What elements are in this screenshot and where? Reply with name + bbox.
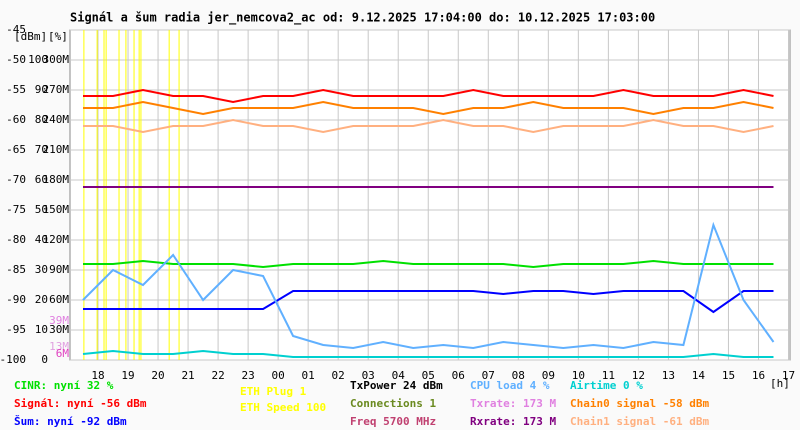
- x-tick-label: 22: [211, 369, 224, 382]
- x-tick-label: 00: [272, 369, 285, 382]
- y2-tick-label: 50: [35, 203, 48, 216]
- y-unit: [dBm]: [14, 30, 47, 43]
- y-tick-label: -50: [6, 53, 26, 66]
- y2-tick-label: 60: [35, 173, 48, 186]
- legend-entry: Šum: nyní -92 dBm: [14, 415, 127, 428]
- x-tick-label: 20: [151, 369, 164, 382]
- x-unit: [h]: [770, 377, 790, 390]
- x-tick-label: 03: [362, 369, 375, 382]
- legend-entry: Chain0 signal -58 dBm: [570, 397, 709, 410]
- y-tick-label: -60: [6, 113, 26, 126]
- y3-tick-label: 30M: [49, 323, 69, 336]
- x-tick-label: 17: [782, 369, 795, 382]
- x-tick-label: 08: [512, 369, 525, 382]
- x-tick-label: 23: [241, 369, 254, 382]
- x-tick-label: 11: [602, 369, 615, 382]
- series-line: [83, 118, 774, 134]
- y2-tick-label: 90: [35, 83, 48, 96]
- x-tick-label: 04: [392, 369, 406, 382]
- y-tick-label: -75: [6, 203, 26, 216]
- x-tick-label: 18: [91, 369, 104, 382]
- x-tick-label: 12: [632, 369, 645, 382]
- y-tick-label: -85: [6, 263, 26, 276]
- x-tick-label: 06: [452, 369, 465, 382]
- legend-entry: Txrate: 173 M: [470, 397, 556, 410]
- legend-entry: CINR: nyní 32 %: [14, 379, 114, 392]
- y3-tick-label: 300M: [43, 53, 70, 66]
- legend-entry: Connections 1: [350, 397, 436, 410]
- plot-area: [69, 29, 791, 361]
- y3-tick-label: 180M: [43, 173, 70, 186]
- y2-tick-label: 80: [35, 113, 48, 126]
- x-tick-label: 13: [662, 369, 675, 382]
- y3-tick-label: 60M: [49, 293, 69, 306]
- legend-entry: CPU load 4 %: [470, 379, 550, 392]
- legend-entry: Chain1 signal -61 dBm: [570, 415, 709, 428]
- series-line: [83, 290, 774, 314]
- legend-entry: Signál: nyní -56 dBm: [14, 397, 147, 410]
- y2-tick-label: 40: [35, 233, 48, 246]
- legend-entry: Airtime 0 %: [570, 379, 643, 392]
- x-tick-label: 19: [121, 369, 134, 382]
- legend-entry: ETH Speed 100: [240, 401, 326, 414]
- x-tick-label: 07: [482, 369, 495, 382]
- y3-tick-label: 210M: [43, 143, 70, 156]
- y-tick-label: -55: [6, 83, 26, 96]
- y2-tick-label: 0: [41, 353, 48, 366]
- x-tick-label: 15: [722, 369, 735, 382]
- chart-title: Signál a šum radia jer_nemcova2_ac od: 9…: [70, 11, 655, 26]
- y3-annotation: 6M: [56, 347, 70, 360]
- y-tick-label: -95: [6, 323, 26, 336]
- y-tick-label: -70: [6, 173, 26, 186]
- legend-entry: ETH Plug 1: [240, 385, 307, 398]
- series-line: [83, 100, 774, 116]
- y-tick-label: -100: [0, 353, 26, 366]
- y2-tick-label: 10: [35, 323, 48, 336]
- y-tick-label: -65: [6, 143, 26, 156]
- y-tick-label: -80: [6, 233, 26, 246]
- x-tick-label: 16: [752, 369, 765, 382]
- legend-entry: Freq 5700 MHz: [350, 415, 436, 428]
- y3-tick-label: 90M: [49, 263, 69, 276]
- x-tick-label: 01: [302, 369, 315, 382]
- x-tick-label: 14: [692, 369, 706, 382]
- y2-tick-label: 100: [28, 53, 48, 66]
- y-tick-label: -45: [6, 23, 26, 36]
- x-tick-label: 21: [181, 369, 194, 382]
- series-line: [82, 221, 775, 350]
- y2-tick-label: 70: [35, 143, 48, 156]
- series-line: [82, 349, 774, 358]
- y3-annotation: 39M: [49, 314, 69, 327]
- x-tick-label: 05: [422, 369, 435, 382]
- y2-tick-label: 20: [35, 293, 48, 306]
- y2-tick-label: 30: [35, 263, 48, 276]
- legend-entry: TxPower 24 dBm: [350, 379, 443, 392]
- y2-unit: [%]: [48, 30, 68, 43]
- x-tick-label: 02: [332, 369, 345, 382]
- series-line: [83, 259, 774, 269]
- y-tick-label: -90: [6, 293, 26, 306]
- series-line: [83, 88, 774, 104]
- x-tick-label: 10: [572, 369, 585, 382]
- y3-annotation: 13M: [49, 340, 69, 353]
- y3-tick-label: 240M: [43, 113, 70, 126]
- x-tick-label: 09: [542, 369, 555, 382]
- y3-tick-label: 120M: [43, 233, 70, 246]
- legend-entry: Rxrate: 173 M: [470, 415, 556, 428]
- y3-tick-label: 270M: [43, 83, 70, 96]
- y3-tick-label: 150M: [43, 203, 70, 216]
